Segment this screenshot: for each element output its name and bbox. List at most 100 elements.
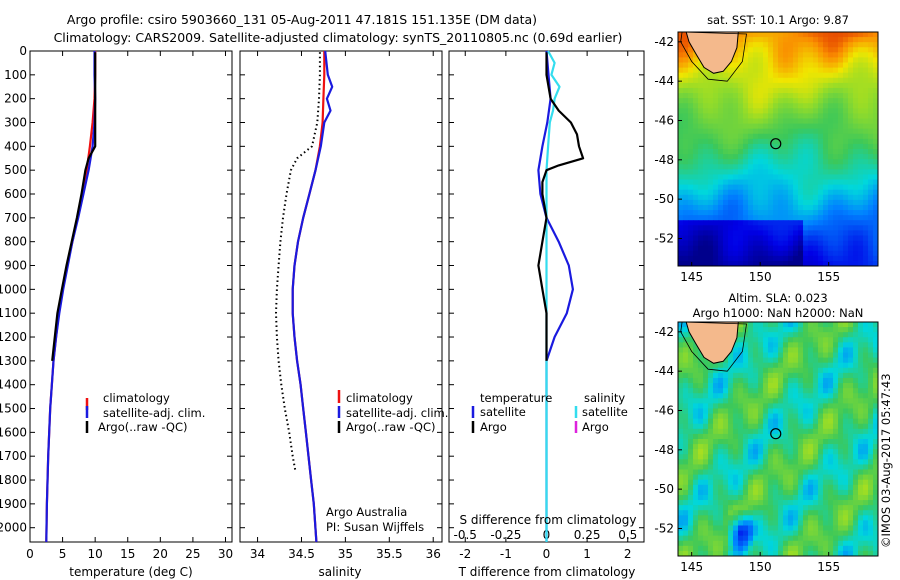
- heat-cell: [848, 479, 854, 486]
- heat-cell: [778, 42, 784, 48]
- heat-cell: [813, 352, 819, 359]
- heat-cell: [678, 98, 684, 104]
- heat-cell: [733, 143, 739, 150]
- heat-cell: [868, 525, 874, 531]
- heat-cell: [868, 423, 874, 430]
- heat-cell: [708, 204, 714, 211]
- heat-cell: [818, 82, 824, 89]
- heat-cell: [768, 367, 774, 374]
- heat-cell: [708, 550, 714, 557]
- heat-cell: [833, 469, 839, 476]
- heat-cell: [863, 479, 869, 486]
- heat-cell: [708, 255, 714, 262]
- heat-cell: [808, 444, 814, 450]
- heat-cell: [748, 484, 754, 491]
- heat-cell: [838, 327, 844, 333]
- heat-cell: [688, 398, 694, 404]
- heat-cell: [858, 149, 864, 155]
- heat-cell: [748, 164, 754, 170]
- heat-cell: [703, 138, 709, 145]
- heat-cell: [738, 332, 744, 338]
- heat-cell: [798, 489, 804, 496]
- heat-cell: [763, 423, 769, 430]
- heat-cell: [848, 388, 854, 394]
- heat-cell: [743, 52, 749, 58]
- heat-cell: [783, 357, 789, 364]
- heat-cell: [733, 439, 739, 445]
- heat-cell: [798, 57, 804, 63]
- heat-cell: [723, 535, 729, 542]
- heat-cell: [743, 169, 749, 175]
- heat-cell: [708, 377, 714, 384]
- heat-cell: [708, 235, 714, 241]
- heat-cell: [768, 525, 774, 531]
- heat-cell: [803, 118, 809, 124]
- heat-cell: [808, 82, 814, 89]
- heat-cell: [873, 449, 879, 455]
- heat-cell: [763, 322, 769, 328]
- heat-cell: [708, 403, 714, 409]
- heat-cell: [813, 413, 819, 420]
- heat-cell: [838, 210, 844, 216]
- heat-cell: [803, 464, 809, 470]
- heat-cell: [763, 67, 769, 74]
- heat-cell: [728, 240, 734, 247]
- heat-cell: [823, 47, 829, 53]
- heat-cell: [863, 505, 869, 511]
- heat-cell: [833, 388, 839, 394]
- salinity-lines: [275, 50, 334, 543]
- sst-map-axes: 145 150 155-42-44-46-48-50-52: [654, 35, 840, 284]
- heat-cell: [703, 72, 709, 79]
- heat-cell: [843, 505, 849, 511]
- heat-cell: [698, 459, 704, 465]
- heat-cell: [738, 484, 744, 491]
- heat-cell: [683, 103, 689, 109]
- heat-cell: [743, 520, 749, 526]
- heat-cell: [868, 459, 874, 465]
- heat-cell: [828, 322, 834, 328]
- heat-cell: [838, 215, 844, 221]
- heat-cell: [838, 77, 844, 84]
- heat-cell: [788, 494, 794, 501]
- heat-cell: [688, 159, 694, 165]
- heat-cell: [743, 245, 749, 252]
- heat-cell: [843, 372, 849, 379]
- heat-cell: [783, 123, 789, 130]
- heat-cell: [773, 403, 779, 409]
- heat-cell: [828, 433, 834, 440]
- heat-cell: [728, 72, 734, 79]
- heat-cell: [788, 184, 794, 191]
- heat-cell: [763, 459, 769, 465]
- heat-cell: [708, 433, 714, 440]
- heat-cell: [838, 62, 844, 69]
- heat-cell: [868, 342, 874, 348]
- heat-cell: [838, 362, 844, 369]
- heat-cell: [723, 372, 729, 379]
- heat-cell: [768, 174, 774, 180]
- heat-cell: [793, 377, 799, 384]
- heat-cell: [718, 184, 724, 191]
- heat-cell: [723, 260, 729, 267]
- heat-cell: [778, 484, 784, 491]
- heat-cell: [748, 540, 754, 547]
- heat-cell: [863, 469, 869, 476]
- heat-cell: [728, 220, 734, 226]
- heat-cell: [813, 250, 819, 257]
- heat-cell: [693, 433, 699, 440]
- heat-cell: [858, 342, 864, 348]
- heat-cell: [858, 199, 864, 206]
- heat-cell: [708, 149, 714, 155]
- heat-cell: [738, 230, 744, 236]
- heat-cell: [848, 530, 854, 537]
- heat-cell: [833, 108, 839, 114]
- heat-cell: [743, 535, 749, 542]
- heat-cell: [733, 194, 739, 201]
- heat-cell: [688, 423, 694, 430]
- heat-cell: [723, 393, 729, 399]
- map-y-tick-label: -42: [654, 35, 674, 49]
- heat-cell: [753, 82, 759, 89]
- heat-cell: [693, 215, 699, 221]
- heat-cell: [783, 428, 789, 435]
- heat-cell: [868, 87, 874, 94]
- heat-cell: [788, 113, 794, 119]
